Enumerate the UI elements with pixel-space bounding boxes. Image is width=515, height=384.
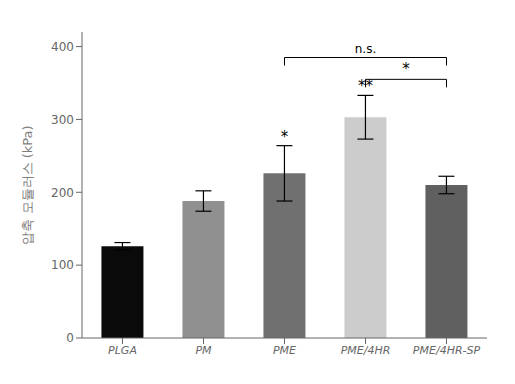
svg-text:*: * [402, 60, 410, 78]
svg-text:0: 0 [66, 331, 74, 345]
svg-text:PME/4HR-SP: PME/4HR-SP [413, 344, 481, 357]
svg-text:400: 400 [51, 40, 74, 54]
svg-text:PME/4HR: PME/4HR [341, 344, 391, 357]
svg-text:100: 100 [51, 258, 74, 272]
svg-text:PM: PM [195, 344, 212, 357]
svg-text:300: 300 [51, 113, 74, 127]
svg-text:*: * [281, 128, 289, 146]
svg-text:PME: PME [273, 344, 296, 357]
svg-text:200: 200 [51, 186, 74, 200]
svg-text:압축 모듈러스 (kPa): 압축 모듈러스 (kPa) [20, 125, 35, 244]
svg-text:**: ** [358, 77, 374, 95]
svg-text:PLGA: PLGA [108, 344, 137, 357]
svg-text:n.s.: n.s. [355, 42, 377, 56]
